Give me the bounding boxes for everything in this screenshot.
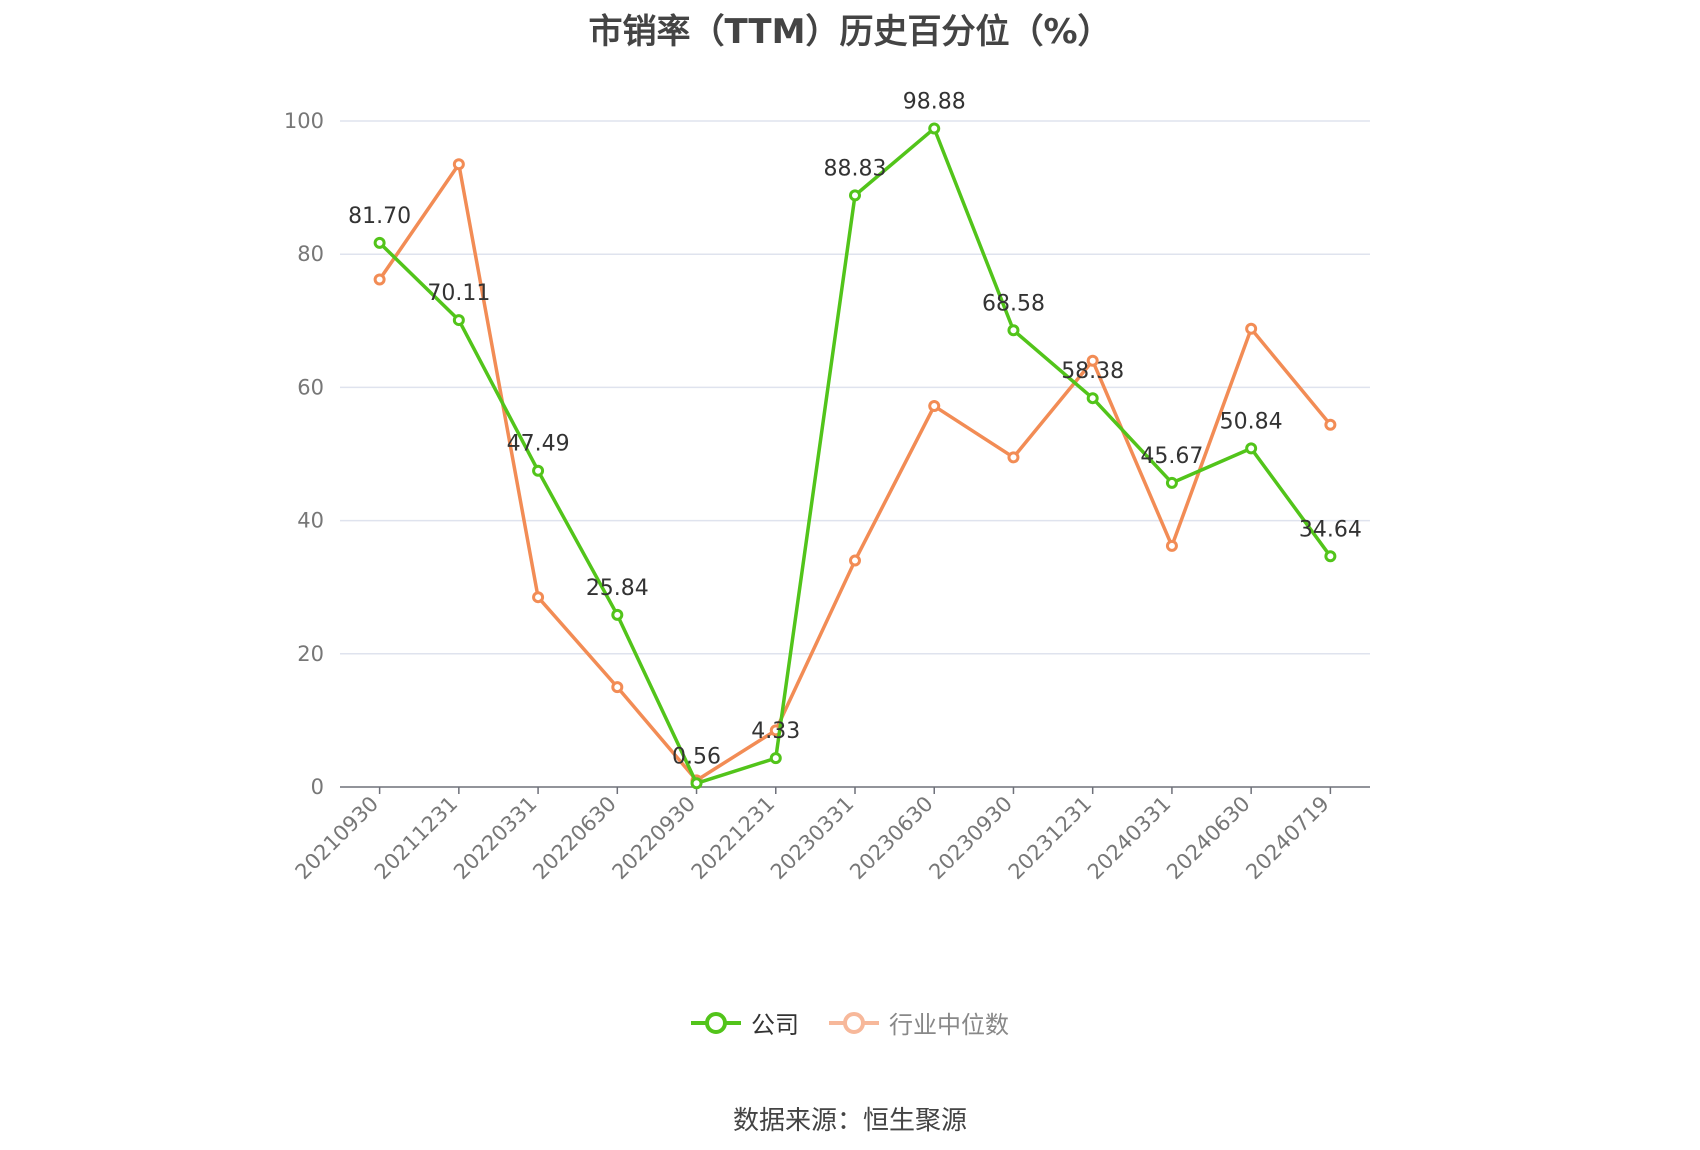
x-tick-label: 20220630 — [528, 792, 621, 885]
data-point-company[interactable] — [690, 777, 703, 790]
y-tick-label: 60 — [297, 375, 324, 399]
x-tick-label: 20211231 — [370, 792, 463, 885]
x-tick-label: 20220331 — [449, 792, 542, 885]
data-point-industry[interactable] — [928, 400, 941, 413]
axis-layer: 0204060801002021093020211231202203312022… — [284, 109, 1370, 884]
data-label: 68.58 — [982, 291, 1045, 316]
x-tick-label: 20220930 — [608, 792, 701, 885]
data-label: 25.84 — [586, 576, 649, 601]
data-label: 34.64 — [1299, 517, 1362, 542]
chart-title: 市销率（TTM）历史百分位（%） — [588, 12, 1112, 52]
data-point-industry[interactable] — [452, 158, 465, 171]
data-point-company[interactable] — [373, 236, 386, 249]
y-tick-label: 0 — [311, 775, 324, 799]
data-point-company[interactable] — [769, 752, 782, 765]
legend-item-industry[interactable]: 行业中位数 — [829, 1005, 1009, 1040]
data-point-industry[interactable] — [1324, 418, 1337, 431]
legend-company-label: 公司 — [751, 1011, 799, 1039]
y-tick-label: 80 — [297, 242, 324, 266]
data-point-industry[interactable] — [1245, 322, 1258, 335]
data-point-industry[interactable] — [849, 554, 861, 567]
x-tick-label: 20230630 — [845, 792, 938, 885]
x-tick-label: 20221231 — [687, 792, 780, 885]
data-point-industry[interactable] — [611, 681, 624, 694]
legend-industry-label: 行业中位数 — [889, 1011, 1009, 1039]
series-line-industry — [378, 162, 1332, 783]
data-point-company[interactable] — [1086, 392, 1099, 405]
x-tick-label: 20230930 — [924, 792, 1017, 885]
data-label: 47.49 — [507, 432, 570, 457]
x-tick-label: 20240719 — [1241, 792, 1334, 885]
data-point-company[interactable] — [928, 122, 941, 135]
data-label: 58.38 — [1061, 359, 1124, 384]
data-point-company[interactable] — [849, 189, 861, 202]
data-point-industry[interactable] — [1165, 539, 1178, 552]
legend-item-company[interactable]: 公司 — [691, 1005, 799, 1040]
data-point-company[interactable] — [611, 608, 624, 621]
data-label: 4.33 — [751, 719, 800, 744]
data-point-company[interactable] — [1165, 476, 1178, 489]
y-tick-label: 40 — [297, 509, 324, 533]
x-tick-label: 20230331 — [766, 792, 859, 885]
data-label: 70.11 — [427, 281, 490, 306]
data-point-industry[interactable] — [373, 273, 386, 286]
data-point-industry[interactable] — [532, 591, 545, 604]
data-label: 50.84 — [1220, 409, 1283, 434]
label-layer: 81.70 70.11 47.49 25.84 0.56 4.33 88.83 98.88 68… — [348, 89, 1362, 769]
data-point-company[interactable] — [1245, 442, 1258, 455]
legend-company-icon — [691, 1011, 741, 1034]
x-tick-label: 20231231 — [1004, 792, 1097, 885]
data-label: 45.67 — [1140, 444, 1203, 469]
data-source: 数据来源：恒生聚源 — [732, 1106, 967, 1136]
data-point-company[interactable] — [452, 314, 465, 327]
data-point-company[interactable] — [1007, 324, 1020, 337]
grid-layer — [340, 120, 1370, 655]
x-tick-label: 20210930 — [291, 792, 384, 885]
data-label: 98.88 — [903, 89, 966, 114]
data-point-industry[interactable] — [1086, 354, 1099, 367]
x-tick-label: 20240331 — [1083, 792, 1176, 885]
x-tick-label: 20240630 — [1162, 792, 1255, 885]
data-point-company[interactable] — [1324, 550, 1337, 563]
data-point-industry[interactable] — [1007, 451, 1020, 464]
y-tick-label: 20 — [297, 642, 324, 666]
data-label: 88.83 — [824, 156, 887, 181]
data-point-company[interactable] — [532, 464, 545, 477]
y-tick-label: 100 — [284, 109, 324, 133]
legend: 公司 行业中位数 — [0, 1005, 1700, 1040]
legend-industry-icon — [829, 1011, 879, 1034]
series-layer — [373, 122, 1337, 790]
data-label: 0.56 — [672, 744, 721, 769]
data-label: 81.70 — [348, 204, 411, 229]
